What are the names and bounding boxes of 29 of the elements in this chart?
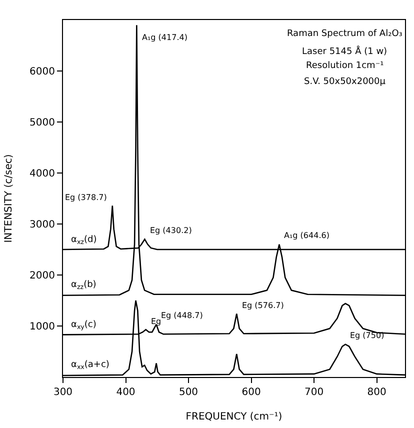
x-tick-label: 300 bbox=[53, 387, 73, 398]
annotation: Raman Spectrum of Al₂O₃ bbox=[287, 29, 403, 39]
annotation: Eg (378.7) bbox=[65, 193, 107, 202]
x-tick-label: 700 bbox=[304, 387, 324, 398]
x-tick-label: 500 bbox=[178, 387, 198, 398]
annotation: Laser 5145 Å (1 w) bbox=[302, 45, 388, 57]
y-tick-label: 4000 bbox=[30, 168, 55, 180]
annotation: A₁g (417.4) bbox=[142, 33, 188, 42]
y-tick-label: 5000 bbox=[30, 118, 55, 128]
annotation: Resolution 1cm⁻¹ bbox=[306, 61, 384, 71]
x-axis-title: FREQUENCY (cm⁻¹) bbox=[186, 412, 282, 422]
y-tick-label: 1000 bbox=[30, 322, 55, 332]
series-label: α$_{xy}$(c) bbox=[71, 320, 96, 331]
annotation: Eg (576.7) bbox=[242, 301, 284, 310]
annotation: A₁g (644.6) bbox=[284, 231, 330, 240]
y-tick-label: 2000 bbox=[30, 270, 55, 282]
series-label: α$_{xx}$(a+c) bbox=[71, 360, 110, 371]
series-label: α$_{xz}$(d) bbox=[71, 235, 97, 246]
annotation: Eg (448.7) bbox=[161, 311, 203, 320]
annotation: Eg (430.2) bbox=[150, 226, 192, 235]
series-label: α$_{zz}$(b) bbox=[71, 280, 96, 291]
x-tick-label: 400 bbox=[116, 387, 136, 398]
y-tick-label: 6000 bbox=[30, 66, 55, 78]
y-axis-title: INTENSITY (c/sec) bbox=[4, 154, 15, 243]
annotation: S.V. 50x50x2000μ bbox=[304, 77, 386, 87]
x-tick-label: 600 bbox=[242, 387, 261, 398]
annotation: Eg bbox=[151, 317, 162, 326]
x-tick-label: 800 bbox=[367, 387, 386, 398]
y-tick-label: 3000 bbox=[30, 220, 55, 230]
